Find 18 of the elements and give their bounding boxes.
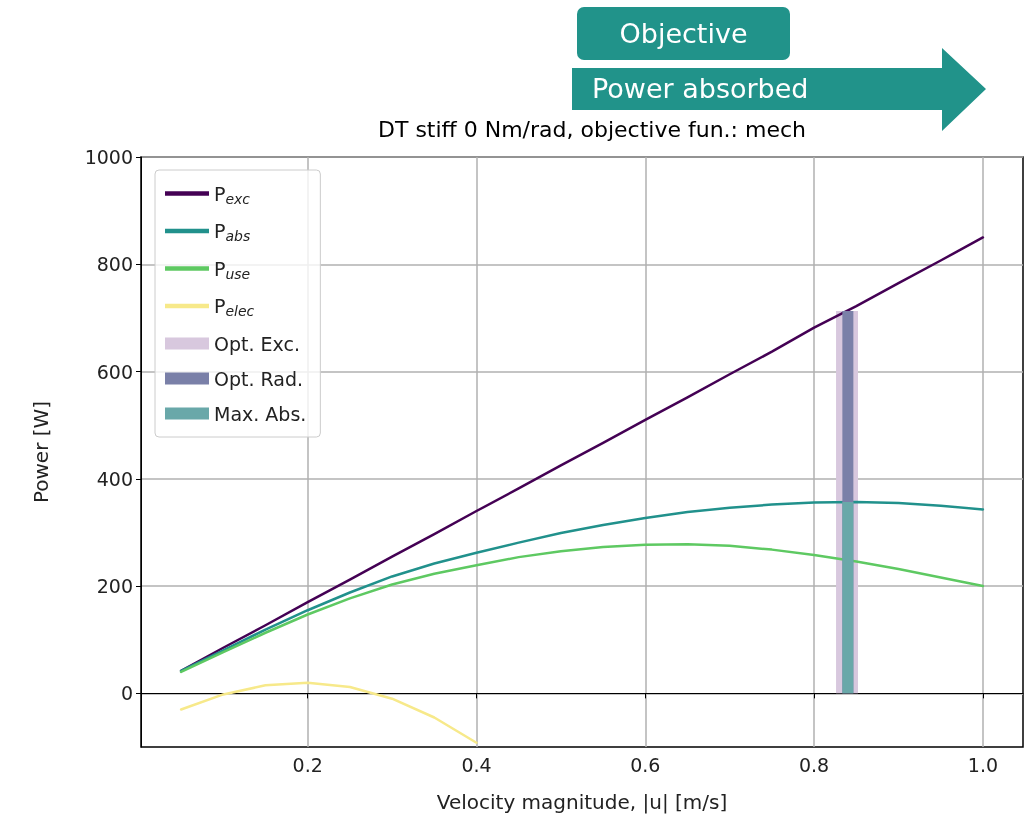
x-axis-title: Velocity magnitude, |u| [m/s]: [436, 790, 728, 814]
x-tick-label: 0.4: [461, 753, 492, 776]
legend-label: Max. Abs.: [214, 402, 307, 425]
y-tick-label: 0: [120, 682, 133, 705]
y-tick-label: 800: [96, 253, 133, 276]
y-tick-label: 1000: [84, 146, 133, 168]
y-tick-label: 400: [96, 467, 133, 490]
x-tick-label: 0.6: [630, 753, 661, 776]
text: Power absorbed: [592, 72, 809, 106]
x-tick-label: 0.8: [799, 753, 830, 776]
legend-label: Opt. Exc.: [214, 332, 300, 355]
y-tick-label: 200: [96, 575, 133, 598]
y-tick-label: 600: [96, 360, 133, 383]
chart-title: DT stiff 0 Nm/rad, objective fun.: mech: [378, 116, 806, 142]
x-tick-label: 1.0: [967, 753, 999, 776]
legend-label: Opt. Rad.: [214, 367, 304, 390]
y-axis-title: Power [W]: [29, 400, 53, 504]
x-tick-label: 0.2: [292, 753, 323, 776]
